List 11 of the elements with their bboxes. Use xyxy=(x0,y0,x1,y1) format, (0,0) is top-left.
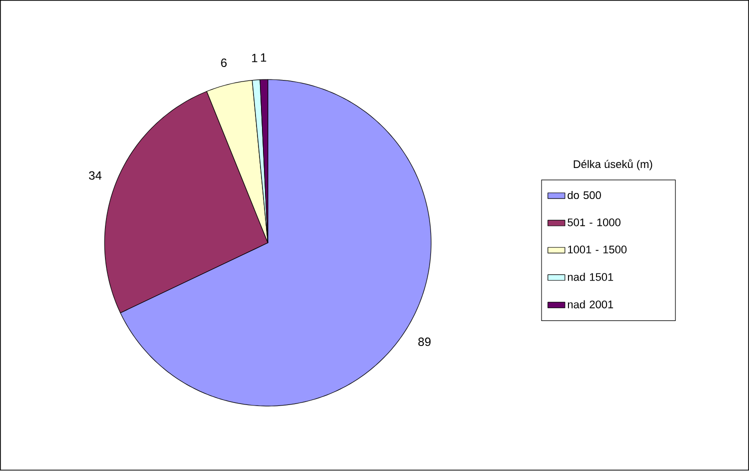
data-label: 6 xyxy=(221,58,227,68)
legend-label: 501 - 1000 xyxy=(568,218,620,226)
legend-label: nad 1501 xyxy=(568,273,614,282)
data-label: 89 xyxy=(418,338,431,346)
legend-label: do 500 xyxy=(568,191,601,200)
data-label: 1 xyxy=(252,54,258,62)
legend-label: 1001 - 1500 xyxy=(568,246,627,254)
data-label: 34 xyxy=(88,171,102,180)
legend-title: Délka úseků (m) xyxy=(574,159,652,170)
legend-label: nad 2001 xyxy=(568,300,614,309)
data-label: 1 xyxy=(260,54,266,62)
